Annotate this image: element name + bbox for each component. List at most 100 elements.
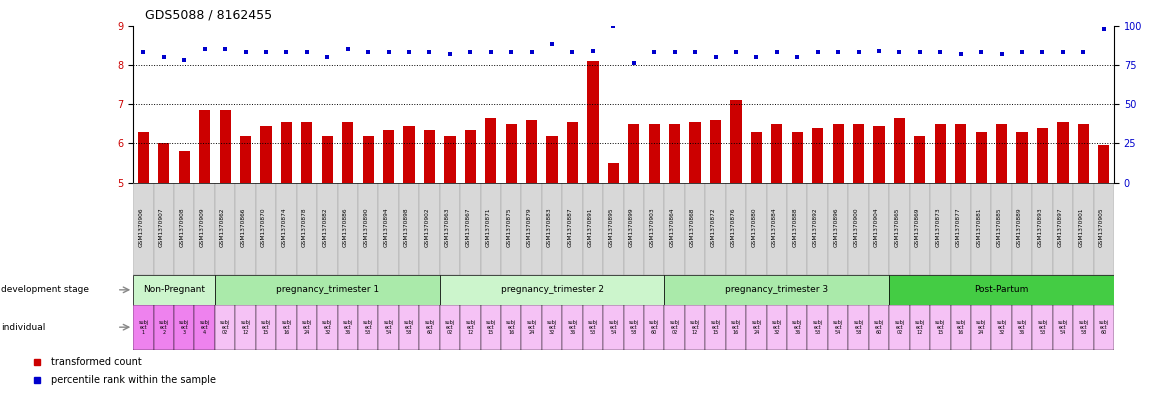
Bar <box>460 183 481 275</box>
Bar <box>526 120 537 183</box>
Bar <box>889 305 910 350</box>
Bar <box>419 183 440 275</box>
Bar <box>726 183 746 275</box>
Bar <box>521 183 542 275</box>
Bar <box>464 130 476 183</box>
Text: GSM1370895: GSM1370895 <box>608 207 614 247</box>
Text: GSM1370909: GSM1370909 <box>199 207 205 247</box>
Text: pregnancy_trimester 2: pregnancy_trimester 2 <box>500 285 603 294</box>
Text: subj
ect
24: subj ect 24 <box>527 320 536 335</box>
Text: GSM1370864: GSM1370864 <box>669 208 675 247</box>
Text: GSM1370896: GSM1370896 <box>833 208 838 247</box>
Bar <box>563 183 582 275</box>
Text: GSM1370868: GSM1370868 <box>690 208 695 247</box>
Bar <box>280 122 292 183</box>
Text: GSM1370887: GSM1370887 <box>567 207 572 247</box>
Bar <box>767 305 787 350</box>
Bar <box>889 183 910 275</box>
Text: GSM1370891: GSM1370891 <box>588 208 593 247</box>
Bar <box>542 183 563 275</box>
Bar <box>1012 183 1032 275</box>
Text: subj
ect
16: subj ect 16 <box>281 320 292 335</box>
Bar <box>705 183 726 275</box>
Bar <box>403 126 415 183</box>
Bar <box>991 183 1012 275</box>
Bar <box>915 136 925 183</box>
Text: GSM1370871: GSM1370871 <box>485 208 491 247</box>
Bar <box>317 305 337 350</box>
Bar <box>398 305 419 350</box>
Bar <box>235 305 256 350</box>
Text: subj
ect
24: subj ect 24 <box>976 320 987 335</box>
Bar <box>1036 128 1048 183</box>
Bar <box>398 183 419 275</box>
Bar <box>623 183 644 275</box>
Text: subj
ect
3: subj ect 3 <box>179 320 189 335</box>
Bar <box>849 183 868 275</box>
Text: GSM1370903: GSM1370903 <box>650 207 654 247</box>
Text: Non-Pregnant: Non-Pregnant <box>144 285 205 294</box>
Text: subj
ect
12: subj ect 12 <box>915 320 925 335</box>
Text: subj
ect
32: subj ect 32 <box>322 320 332 335</box>
Bar <box>542 305 563 350</box>
Text: subj
ect
60: subj ect 60 <box>424 320 434 335</box>
Text: GSM1370880: GSM1370880 <box>752 207 756 247</box>
Bar <box>301 122 313 183</box>
Text: subj
ect
4: subj ect 4 <box>199 320 210 335</box>
Bar <box>587 61 599 183</box>
Bar <box>807 305 828 350</box>
Bar <box>726 305 746 350</box>
Bar <box>419 305 440 350</box>
Bar <box>910 183 930 275</box>
Text: subj
ect
58: subj ect 58 <box>853 320 864 335</box>
Bar <box>746 183 767 275</box>
Text: subj
ect
15: subj ect 15 <box>936 320 945 335</box>
Bar <box>975 132 987 183</box>
Bar <box>582 305 603 350</box>
Bar <box>174 183 195 275</box>
Bar <box>889 275 1114 305</box>
Text: subj
ect
24: subj ect 24 <box>302 320 312 335</box>
Bar <box>322 136 332 183</box>
Bar <box>296 305 317 350</box>
Text: transformed count: transformed count <box>51 357 141 367</box>
Bar <box>261 126 272 183</box>
Bar <box>1032 305 1053 350</box>
Text: Post-Partum: Post-Partum <box>974 285 1028 294</box>
Text: subj
ect
12: subj ect 12 <box>241 320 250 335</box>
Text: subj
ect
12: subj ect 12 <box>466 320 476 335</box>
Bar <box>240 136 251 183</box>
Bar <box>445 136 455 183</box>
Bar <box>383 130 394 183</box>
Bar <box>154 305 174 350</box>
Bar <box>868 305 889 350</box>
Bar <box>710 120 721 183</box>
Text: subj
ect
02: subj ect 02 <box>220 320 230 335</box>
Bar <box>955 124 967 183</box>
Text: subj
ect
1: subj ect 1 <box>138 320 148 335</box>
Bar <box>1073 305 1093 350</box>
Text: GSM1370906: GSM1370906 <box>139 208 144 247</box>
Text: GSM1370875: GSM1370875 <box>506 207 511 247</box>
Text: subj
ect
16: subj ect 16 <box>731 320 741 335</box>
Bar <box>342 122 353 183</box>
Bar <box>277 183 296 275</box>
Bar <box>849 305 868 350</box>
Text: development stage: development stage <box>1 285 89 294</box>
Text: subj
ect
53: subj ect 53 <box>1038 320 1048 335</box>
Text: GSM1370870: GSM1370870 <box>261 207 266 247</box>
Bar <box>485 118 497 183</box>
Text: GDS5088 / 8162455: GDS5088 / 8162455 <box>145 9 272 22</box>
Bar <box>1032 183 1053 275</box>
Text: GSM1370862: GSM1370862 <box>220 208 225 247</box>
Text: GSM1370866: GSM1370866 <box>241 208 245 247</box>
Bar <box>501 183 521 275</box>
Bar <box>705 305 726 350</box>
Text: subj
ect
36: subj ect 36 <box>792 320 802 335</box>
Bar <box>1078 124 1089 183</box>
Bar <box>603 183 623 275</box>
Bar <box>1012 305 1032 350</box>
Text: GSM1370892: GSM1370892 <box>813 207 818 247</box>
Bar <box>628 124 639 183</box>
Bar <box>195 183 215 275</box>
